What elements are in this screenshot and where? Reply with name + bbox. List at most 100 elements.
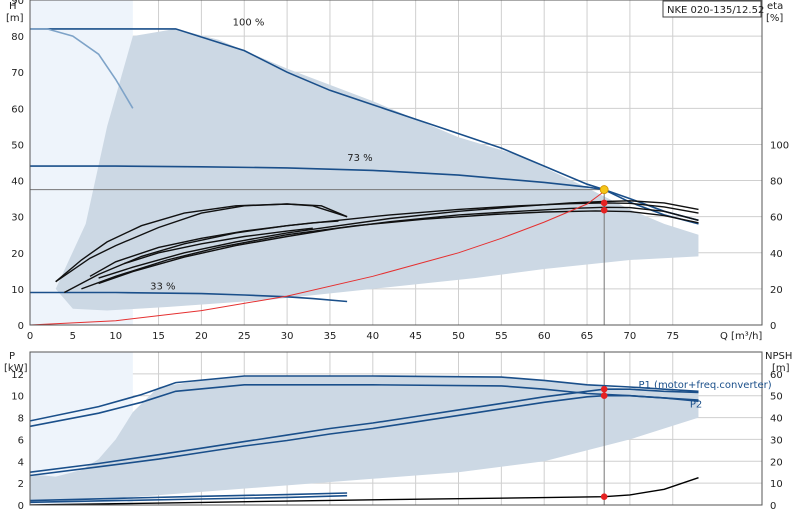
series-line xyxy=(30,28,134,109)
head-axis-symbol: H xyxy=(9,1,17,12)
x-tick-label: 20 xyxy=(195,331,208,342)
y2-tick-label: 60 xyxy=(770,213,783,224)
series-line xyxy=(30,165,699,222)
y-tick-label: 50 xyxy=(11,140,24,151)
head-chart: 0 10 20 30 40 50 60 70 80 90 0 20 40 60 80 100 0 5 10 15 20 2… xyxy=(6,0,789,342)
y-tick-label: 10 xyxy=(11,285,24,296)
series-line xyxy=(81,210,699,290)
eta-axis-unit: [%] xyxy=(766,13,783,24)
speed-curve-label: 73 % xyxy=(347,153,372,164)
series-line xyxy=(55,203,348,283)
series-line xyxy=(30,384,699,428)
power-chart-series-labels: P1 (motor+freq.converter) P2 xyxy=(638,380,771,411)
y2-tick-label: 30 xyxy=(770,435,783,446)
y2-tick-label: 60 xyxy=(770,370,783,381)
y-tick-label: 70 xyxy=(11,68,24,79)
y2-tick-label: 40 xyxy=(770,249,783,260)
series-line xyxy=(124,227,313,265)
y2-tick-label: 10 xyxy=(770,479,783,490)
eta-axis-symbol: eta xyxy=(767,1,783,12)
series-line xyxy=(30,28,699,225)
x-tick-label: 45 xyxy=(409,331,422,342)
y2-tick-label: 20 xyxy=(770,285,783,296)
x-tick-label: 70 xyxy=(624,331,637,342)
pump-label: NKE 020-135/12.52 xyxy=(667,5,764,16)
flow-axis-label: Q [m³/h] xyxy=(720,331,762,342)
operating-region xyxy=(30,376,699,503)
power-chart-region xyxy=(30,352,699,505)
y2-tick-label: 0 xyxy=(770,321,776,332)
head-axis-unit: [m] xyxy=(6,13,24,24)
series-line xyxy=(30,291,348,303)
power-chart: 0 2 4 6 8 10 12 0 10 20 30 40 50 60 P1 (motor+freq.co… xyxy=(4,351,792,512)
y2-tick-label: 80 xyxy=(770,177,783,188)
y-tick-label: 0 xyxy=(18,501,24,512)
duty-point xyxy=(600,385,608,393)
x-tick-label: 25 xyxy=(238,331,251,342)
series-label: P2 xyxy=(690,400,702,411)
x-tick-label: 30 xyxy=(281,331,294,342)
speed-curve-label: 33 % xyxy=(150,281,175,292)
x-tick-label: 35 xyxy=(324,331,337,342)
head-chart-ticks: 0 10 20 30 40 50 60 70 80 90 0 20 40 60 80 100 0 5 10 15 20 2… xyxy=(11,0,789,342)
y-tick-label: 60 xyxy=(11,104,24,115)
series-line xyxy=(30,388,699,473)
x-tick-label: 10 xyxy=(109,331,122,342)
y-tick-label: 40 xyxy=(11,177,24,188)
speed-curve-label: 100 % xyxy=(233,18,265,29)
y-tick-label: 2 xyxy=(18,479,24,490)
head-chart-region xyxy=(30,0,699,325)
y-tick-label: 8 xyxy=(18,414,24,425)
x-tick-label: 15 xyxy=(152,331,165,342)
head-chart-curve-labels: 100 % 73 % 33 % xyxy=(150,18,373,293)
y2-tick-label: 0 xyxy=(770,501,776,512)
y-tick-label: 20 xyxy=(11,249,24,260)
series-line xyxy=(98,200,699,279)
pump-label-box xyxy=(662,0,762,18)
duty-point xyxy=(600,206,608,214)
y-tick-label: 80 xyxy=(11,32,24,43)
y-tick-label: 0 xyxy=(18,321,24,332)
y-tick-label: 12 xyxy=(11,370,24,381)
y-tick-label: 90 xyxy=(11,0,24,7)
x-tick-label: 5 xyxy=(70,331,76,342)
operating-point xyxy=(599,185,609,194)
duty-point xyxy=(600,392,608,400)
series-line xyxy=(30,494,348,504)
x-tick-label: 40 xyxy=(366,331,379,342)
power-chart-series xyxy=(30,375,699,505)
npsh-duty-point xyxy=(600,493,608,500)
y-tick-label: 30 xyxy=(11,213,24,224)
head-chart-frame xyxy=(29,0,763,326)
x-tick-label: 60 xyxy=(538,331,551,342)
y2-tick-label: 50 xyxy=(770,392,783,403)
x-tick-label: 50 xyxy=(452,331,465,342)
series-line xyxy=(63,202,699,294)
power-axis-symbol: P xyxy=(9,351,15,362)
power-axis-unit: [kW] xyxy=(4,363,28,374)
head-chart-series xyxy=(30,28,699,325)
y2-tick-label: 20 xyxy=(770,457,783,468)
npsh-axis-symbol: NPSH xyxy=(765,351,792,362)
power-chart-points xyxy=(600,385,608,500)
series-line xyxy=(98,206,699,285)
head-chart-points xyxy=(599,185,609,214)
y-tick-label: 6 xyxy=(18,435,24,446)
series-line xyxy=(30,492,348,502)
duty-point xyxy=(600,199,608,207)
x-tick-label: 0 xyxy=(27,331,33,342)
series-line xyxy=(89,220,339,277)
operating-region xyxy=(55,28,699,311)
y-tick-label: 4 xyxy=(18,457,24,468)
series-label: P1 (motor+freq.converter) xyxy=(638,380,771,391)
series-line xyxy=(30,477,699,505)
power-chart-frame xyxy=(29,351,763,506)
power-chart-ticks: 0 2 4 6 8 10 12 0 10 20 30 40 50 60 xyxy=(11,370,782,512)
y-tick-label: 10 xyxy=(11,392,24,403)
y2-tick-label: 40 xyxy=(770,414,783,425)
y2-tick-label: 100 xyxy=(770,140,789,151)
series-line xyxy=(30,394,699,477)
x-tick-label: 65 xyxy=(581,331,594,342)
series-line xyxy=(30,375,699,422)
